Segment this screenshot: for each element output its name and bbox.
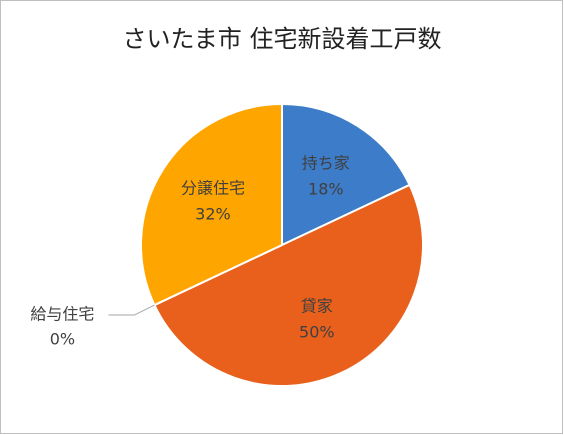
chart-title: さいたま市 住宅新設着工戸数 (123, 25, 442, 53)
data-label-category: 給与住宅 (30, 305, 94, 324)
data-label-value: 32% (195, 205, 231, 224)
pie-slice (281, 102, 411, 247)
data-label-category: 持ち家 (302, 153, 350, 172)
data-label-value: 18% (308, 179, 344, 198)
leader-line (108, 304, 155, 316)
pie-slice (153, 183, 424, 387)
pie-slice (140, 102, 283, 307)
data-label-category: 貸家 (301, 296, 333, 315)
data-label-value: 50% (299, 322, 335, 341)
data-label-value: 0% (50, 330, 75, 349)
data-label-category: 分譲住宅 (181, 179, 245, 198)
